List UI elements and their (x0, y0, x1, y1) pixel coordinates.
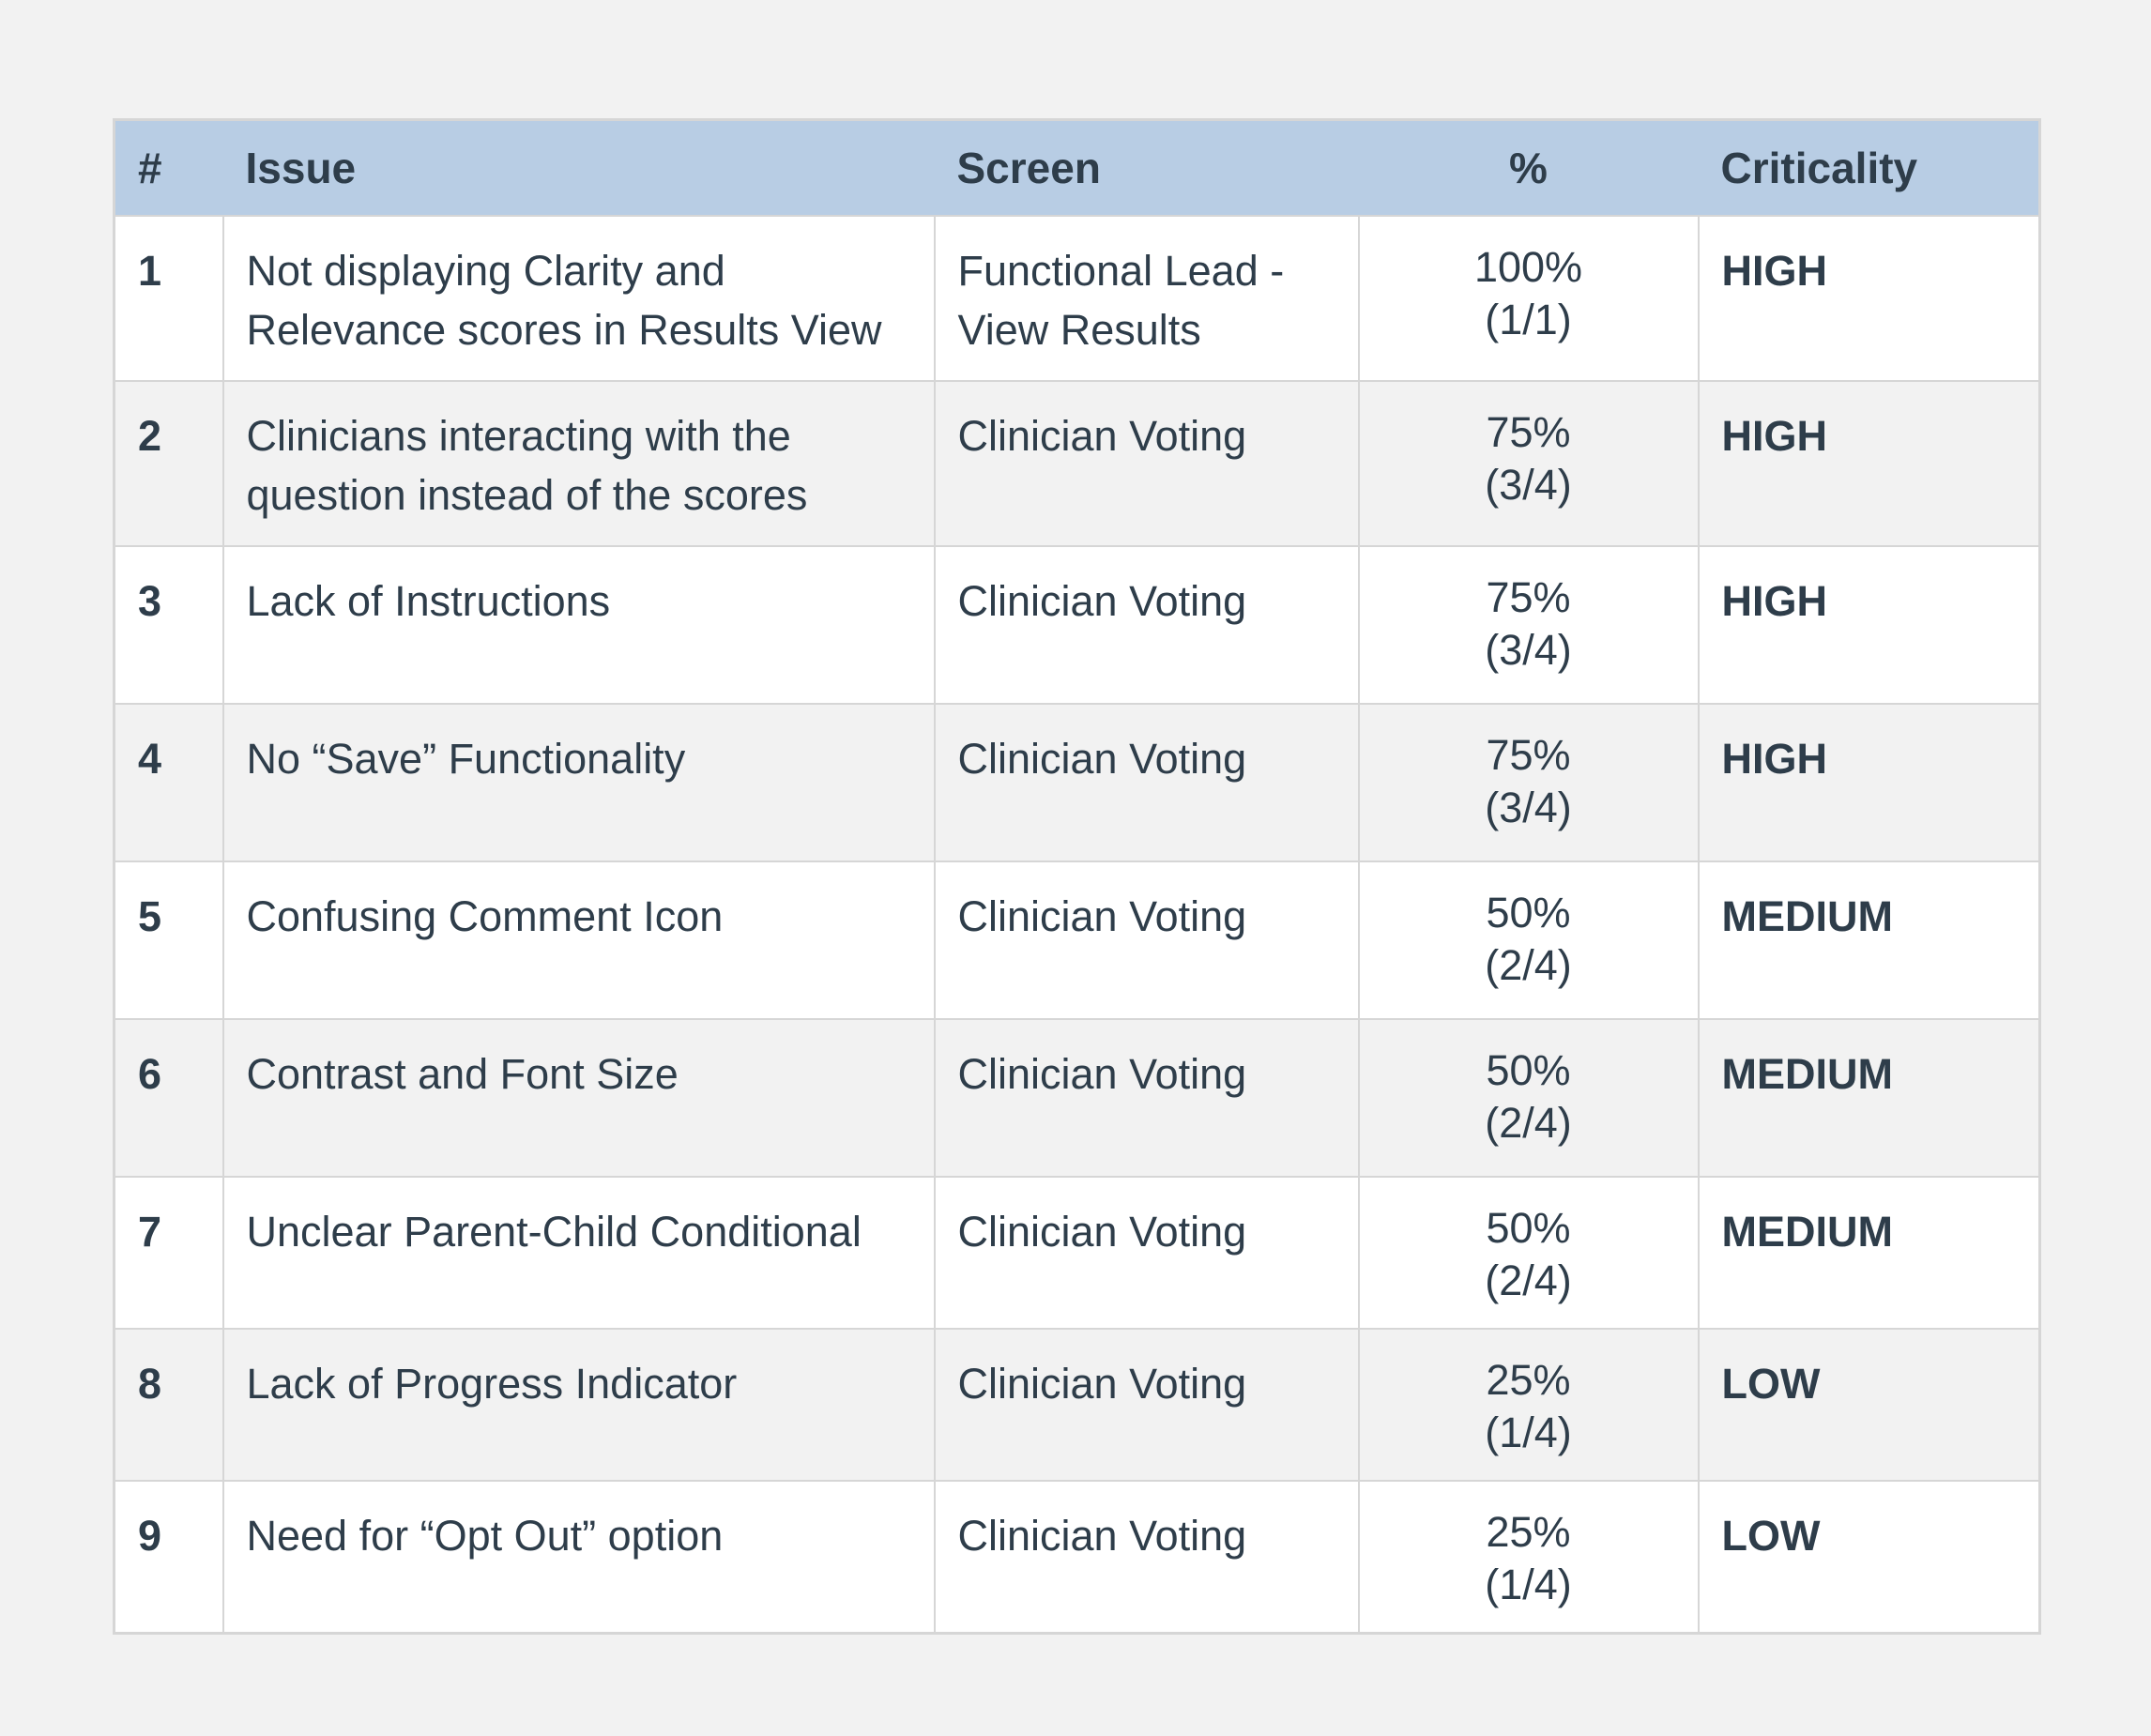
issue-cell: Not displaying Clarity and Relevance sco… (221, 215, 936, 382)
percent-cell: 75% (3/4) (1357, 380, 1700, 547)
issue-cell: Contrast and Font Size (221, 1018, 936, 1178)
header-screen: Screen (934, 119, 1359, 216)
row-number: 9 (113, 1480, 224, 1635)
percent-count: (1/1) (1485, 296, 1572, 343)
percent-count: (2/4) (1485, 941, 1572, 989)
criticality-badge: LOW (1697, 1480, 2041, 1635)
row-number: 4 (113, 703, 224, 862)
table-row: 5 Confusing Comment Icon Clinician Votin… (113, 860, 2041, 1020)
row-number: 3 (113, 545, 224, 705)
issue-cell: Lack of Instructions (221, 545, 936, 705)
percent-value: 75% (1486, 731, 1571, 779)
screen-cell: Clinician Voting (933, 1328, 1360, 1482)
percent-count: (3/4) (1485, 784, 1572, 831)
percent-cell: 75% (3/4) (1357, 703, 1700, 862)
issue-cell: Lack of Progress Indicator (221, 1328, 936, 1482)
row-number: 1 (113, 215, 224, 382)
percent-cell: 100% (1/1) (1357, 215, 1700, 382)
row-number: 5 (113, 860, 224, 1020)
header-percent: % (1358, 119, 1699, 216)
percent-cell: 25% (1/4) (1357, 1328, 1700, 1482)
header-criticality: Criticality (1698, 119, 2040, 216)
screen-cell: Clinician Voting (933, 1176, 1360, 1330)
table-row: 2 Clinicians interacting with the questi… (113, 380, 2041, 547)
header-number: # (114, 119, 223, 216)
screen-cell: Clinician Voting (933, 380, 1360, 547)
percent-value: 75% (1486, 573, 1571, 621)
row-number: 6 (113, 1018, 224, 1178)
percent-value: 50% (1486, 1204, 1571, 1252)
issue-cell: Clinicians interacting with the question… (221, 380, 936, 547)
issue-cell: Confusing Comment Icon (221, 860, 936, 1020)
screen-cell: Clinician Voting (933, 1018, 1360, 1178)
table-row: 3 Lack of Instructions Clinician Voting … (113, 545, 2041, 705)
table-row: 1 Not displaying Clarity and Relevance s… (113, 215, 2041, 382)
row-number: 2 (113, 380, 224, 547)
percent-count: (3/4) (1485, 626, 1572, 674)
criticality-badge: MEDIUM (1697, 1176, 2041, 1330)
criticality-badge: HIGH (1697, 215, 2041, 382)
table-row: 4 No “Save” Functionality Clinician Voti… (113, 703, 2041, 862)
table-body: 1 Not displaying Clarity and Relevance s… (113, 215, 2041, 1635)
screen-cell: Clinician Voting (933, 545, 1360, 705)
criticality-badge: MEDIUM (1697, 860, 2041, 1020)
percent-cell: 25% (1/4) (1357, 1480, 1700, 1635)
percent-value: 50% (1486, 1046, 1571, 1094)
percent-value: 50% (1486, 889, 1571, 937)
table-row: 7 Unclear Parent-Child Conditional Clini… (113, 1176, 2041, 1330)
screen-cell: Clinician Voting (933, 860, 1360, 1020)
percent-count: (1/4) (1485, 1409, 1572, 1456)
criticality-badge: HIGH (1697, 380, 2041, 547)
screen-cell: Functional Lead - View Results (933, 215, 1360, 382)
percent-value: 25% (1486, 1508, 1571, 1556)
table-row: 6 Contrast and Font Size Clinician Votin… (113, 1018, 2041, 1178)
percent-cell: 50% (2/4) (1357, 860, 1700, 1020)
percent-value: 25% (1486, 1356, 1571, 1404)
screen-cell: Clinician Voting (933, 703, 1360, 862)
criticality-badge: MEDIUM (1697, 1018, 2041, 1178)
percent-cell: 75% (3/4) (1357, 545, 1700, 705)
table-row: 9 Need for “Opt Out” option Clinician Vo… (113, 1480, 2041, 1635)
percent-count: (3/4) (1485, 461, 1572, 509)
table-header: # Issue Screen % Criticality (114, 119, 2040, 216)
screen-cell: Clinician Voting (933, 1480, 1360, 1635)
criticality-badge: HIGH (1697, 703, 2041, 862)
row-number: 8 (113, 1328, 224, 1482)
issue-cell: Unclear Parent-Child Conditional (221, 1176, 936, 1330)
percent-count: (1/4) (1485, 1561, 1572, 1608)
header-issue: Issue (222, 119, 935, 216)
percent-count: (2/4) (1485, 1256, 1572, 1304)
percent-value: 75% (1486, 408, 1571, 456)
percent-count: (2/4) (1485, 1099, 1572, 1147)
percent-cell: 50% (2/4) (1357, 1176, 1700, 1330)
table-row: 8 Lack of Progress Indicator Clinician V… (113, 1328, 2041, 1482)
percent-cell: 50% (2/4) (1357, 1018, 1700, 1178)
criticality-badge: HIGH (1697, 545, 2041, 705)
issue-cell: No “Save” Functionality (221, 703, 936, 862)
table-header-row: # Issue Screen % Criticality (114, 119, 2040, 216)
usability-issues-table: # Issue Screen % Criticality 1 Not displ… (113, 118, 2041, 1635)
criticality-badge: LOW (1697, 1328, 2041, 1482)
percent-value: 100% (1473, 243, 1583, 291)
issue-cell: Need for “Opt Out” option (221, 1480, 936, 1635)
row-number: 7 (113, 1176, 224, 1330)
